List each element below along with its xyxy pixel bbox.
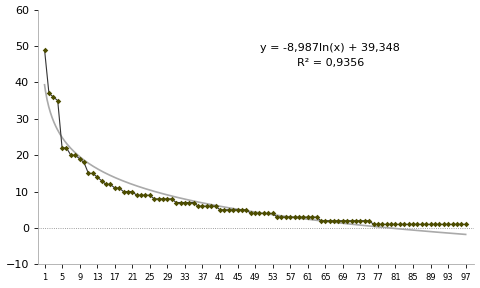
- Point: [409, 222, 417, 227]
- Point: [80, 160, 88, 165]
- Point: [207, 204, 215, 209]
- Point: [449, 222, 456, 227]
- Point: [124, 189, 132, 194]
- Point: [370, 222, 377, 227]
- Point: [72, 153, 79, 158]
- Point: [400, 222, 408, 227]
- Point: [260, 211, 268, 216]
- Point: [287, 215, 294, 219]
- Point: [168, 197, 176, 201]
- Point: [93, 175, 101, 179]
- Point: [256, 211, 264, 216]
- Point: [422, 222, 430, 227]
- Point: [343, 218, 351, 223]
- Point: [308, 215, 316, 219]
- Point: [392, 222, 399, 227]
- Point: [181, 200, 189, 205]
- Point: [98, 178, 106, 183]
- Point: [251, 211, 259, 216]
- Point: [49, 95, 57, 99]
- Point: [282, 215, 289, 219]
- Point: [220, 207, 228, 212]
- Point: [120, 189, 127, 194]
- Point: [76, 156, 84, 161]
- Point: [414, 222, 421, 227]
- Point: [199, 204, 206, 209]
- Point: [387, 222, 395, 227]
- Point: [216, 207, 224, 212]
- Point: [242, 207, 250, 212]
- Point: [444, 222, 452, 227]
- Point: [111, 186, 119, 190]
- Point: [418, 222, 426, 227]
- Point: [159, 197, 167, 201]
- Point: [352, 218, 360, 223]
- Point: [396, 222, 404, 227]
- Point: [238, 207, 246, 212]
- Point: [177, 200, 184, 205]
- Point: [142, 193, 149, 198]
- Point: [295, 215, 303, 219]
- Point: [348, 218, 356, 223]
- Point: [462, 222, 469, 227]
- Point: [304, 215, 312, 219]
- Point: [326, 218, 334, 223]
- Point: [146, 193, 154, 198]
- Point: [300, 215, 307, 219]
- Point: [427, 222, 434, 227]
- Point: [435, 222, 443, 227]
- Point: [102, 182, 110, 187]
- Point: [107, 182, 114, 187]
- Point: [185, 200, 193, 205]
- Point: [361, 218, 369, 223]
- Point: [41, 47, 48, 52]
- Point: [67, 153, 75, 158]
- Point: [457, 222, 465, 227]
- Point: [84, 171, 92, 176]
- Point: [312, 215, 320, 219]
- Point: [133, 193, 141, 198]
- Point: [379, 222, 386, 227]
- Point: [322, 218, 329, 223]
- Point: [203, 204, 211, 209]
- Point: [317, 218, 325, 223]
- Point: [291, 215, 299, 219]
- Point: [229, 207, 237, 212]
- Point: [335, 218, 342, 223]
- Point: [137, 193, 145, 198]
- Point: [247, 211, 254, 216]
- Point: [172, 200, 180, 205]
- Point: [264, 211, 272, 216]
- Point: [234, 207, 241, 212]
- Point: [365, 218, 373, 223]
- Point: [54, 98, 61, 103]
- Point: [150, 197, 158, 201]
- Point: [440, 222, 447, 227]
- Point: [269, 211, 276, 216]
- Point: [62, 146, 70, 150]
- Point: [405, 222, 412, 227]
- Point: [273, 215, 281, 219]
- Point: [194, 204, 202, 209]
- Point: [129, 189, 136, 194]
- Point: [89, 171, 96, 176]
- Point: [155, 197, 162, 201]
- Point: [58, 146, 66, 150]
- Point: [45, 91, 53, 96]
- Point: [357, 218, 364, 223]
- Point: [431, 222, 439, 227]
- Point: [383, 222, 391, 227]
- Point: [277, 215, 285, 219]
- Point: [453, 222, 461, 227]
- Point: [115, 186, 123, 190]
- Point: [330, 218, 338, 223]
- Text: y = -8,987ln(x) + 39,348
R² = 0,9356: y = -8,987ln(x) + 39,348 R² = 0,9356: [261, 43, 400, 68]
- Point: [339, 218, 347, 223]
- Point: [190, 200, 198, 205]
- Point: [212, 204, 219, 209]
- Point: [225, 207, 233, 212]
- Point: [164, 197, 171, 201]
- Point: [374, 222, 382, 227]
